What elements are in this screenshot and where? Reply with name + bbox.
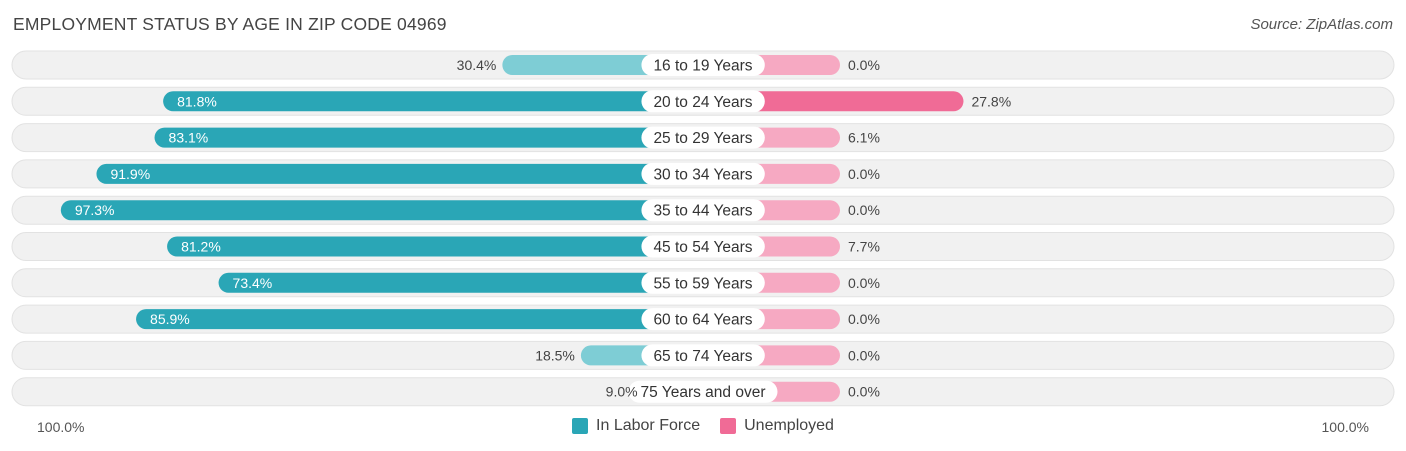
category-pill [628, 380, 778, 403]
legend-swatch-labor [572, 418, 589, 434]
axis-label-left: 100.0% [37, 419, 85, 435]
category-label: 60 to 64 Years [653, 312, 752, 329]
value-label-unemployed: 0.0% [848, 384, 880, 400]
value-label-labor-force: 91.9% [110, 166, 150, 182]
category-pill [641, 308, 765, 331]
category-label: 35 to 44 Years [653, 203, 752, 220]
value-label-unemployed: 27.8% [971, 93, 1011, 109]
value-label-labor-force: 9.0% [606, 384, 638, 400]
category-pill [641, 271, 765, 294]
bar-labor-force [60, 200, 703, 221]
value-label-unemployed: 6.1% [848, 130, 880, 146]
legend-swatch-unemployed [720, 418, 737, 434]
value-label-unemployed: 0.0% [848, 275, 880, 291]
category-pill [641, 54, 765, 76]
category-label: 75 Years and over [641, 384, 766, 401]
category-pill [641, 162, 765, 185]
value-label-unemployed: 0.0% [848, 311, 880, 327]
legend-label-unemployed: Unemployed [744, 417, 834, 434]
value-label-labor-force: 83.1% [169, 130, 209, 146]
value-label-unemployed: 0.0% [848, 347, 880, 363]
category-label: 45 to 54 Years [653, 239, 752, 256]
category-label: 30 to 34 Years [653, 166, 752, 183]
value-label-unemployed: 0.0% [848, 57, 880, 73]
category-label: 65 to 74 Years [653, 348, 752, 365]
value-label-labor-force: 30.4% [457, 57, 497, 73]
category-label: 55 to 59 Years [653, 275, 752, 292]
value-label-labor-force: 18.5% [535, 347, 575, 363]
value-label-labor-force: 73.4% [233, 275, 273, 291]
legend-item-unemployed: Unemployed [720, 417, 834, 435]
category-pill [641, 90, 765, 113]
bar-labor-force [136, 309, 703, 330]
category-label: 16 to 19 Years [653, 58, 752, 75]
value-label-labor-force: 81.8% [177, 93, 217, 109]
chart-source: Source: ZipAtlas.com [1250, 16, 1393, 33]
legend-item-labor: In Labor Force [572, 417, 700, 435]
axis-label-right: 100.0% [1321, 419, 1369, 435]
bar-labor-force [167, 236, 703, 257]
value-label-labor-force: 97.3% [75, 202, 115, 218]
bar-labor-force [163, 91, 703, 112]
value-label-unemployed: 0.0% [848, 166, 880, 182]
value-label-labor-force: 81.2% [181, 239, 221, 255]
legend-label-labor: In Labor Force [596, 417, 701, 434]
legend: In Labor Force Unemployed [0, 417, 1406, 435]
category-pill [641, 199, 765, 222]
value-label-unemployed: 0.0% [848, 202, 880, 218]
category-pill [641, 235, 765, 258]
chart-title: EMPLOYMENT STATUS BY AGE IN ZIP CODE 049… [13, 14, 447, 34]
category-label: 20 to 24 Years [653, 94, 752, 111]
value-label-labor-force: 85.9% [150, 311, 190, 327]
value-label-unemployed: 7.7% [848, 239, 880, 255]
bar-labor-force [96, 163, 703, 184]
category-pill [641, 126, 765, 149]
category-pill [641, 344, 765, 367]
bar-labor-force [218, 272, 703, 293]
category-label: 25 to 29 Years [653, 130, 752, 147]
bar-labor-force [154, 127, 704, 148]
bar-unemployed [703, 91, 964, 112]
